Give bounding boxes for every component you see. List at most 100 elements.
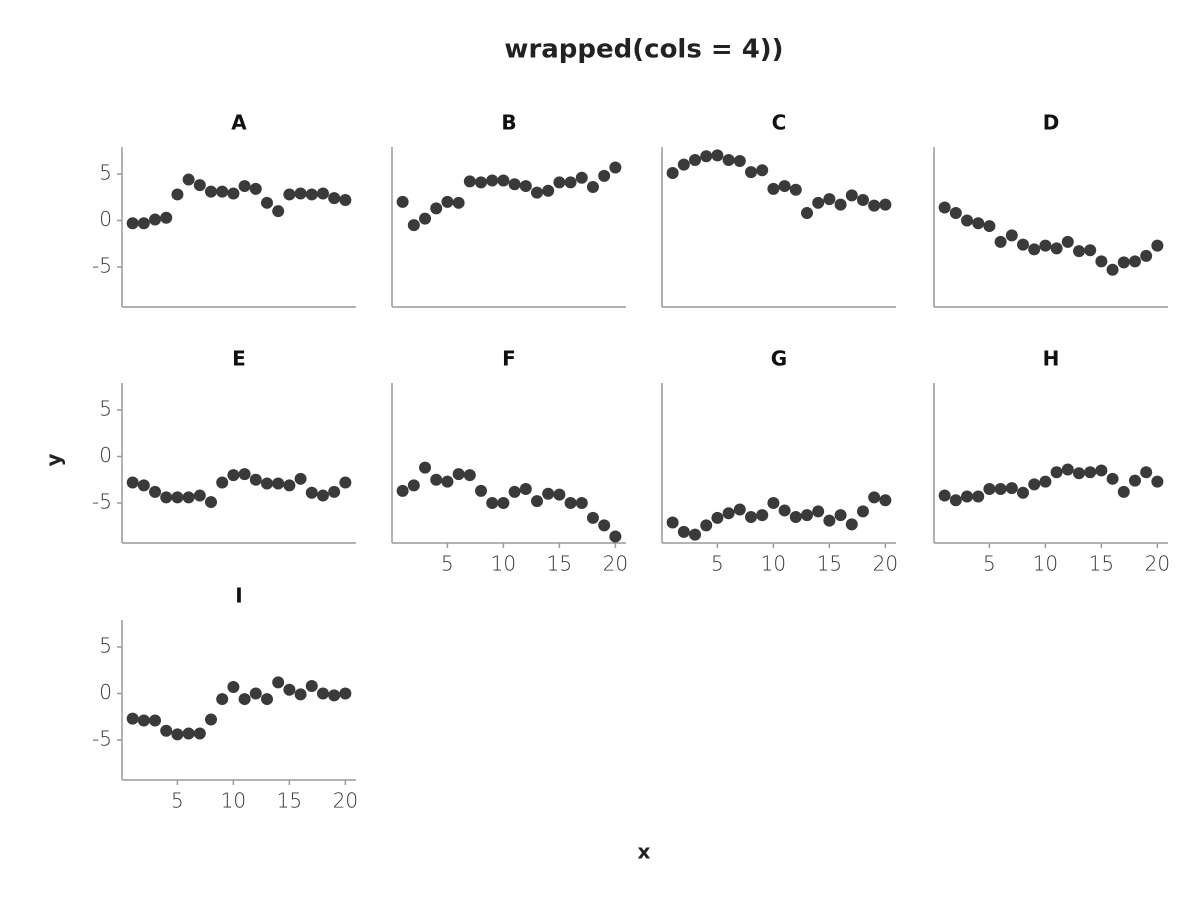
point — [1072, 467, 1085, 480]
x-tick-label: 20 — [1145, 552, 1170, 576]
point — [339, 194, 352, 207]
point — [1095, 255, 1108, 268]
point — [1140, 466, 1153, 479]
point — [305, 486, 318, 499]
point — [486, 174, 499, 187]
point — [542, 487, 555, 500]
x-tick-label: 15 — [1089, 552, 1114, 576]
panel-title: D — [1043, 111, 1060, 135]
point — [733, 503, 746, 516]
point — [1061, 235, 1074, 248]
point — [227, 469, 240, 482]
point — [1151, 475, 1164, 488]
point — [238, 693, 251, 706]
point — [778, 180, 791, 193]
x-tick-label: 5 — [171, 789, 184, 813]
point — [789, 183, 802, 196]
point — [260, 196, 273, 209]
panel-title: G — [771, 347, 787, 371]
x-tick-label: 5 — [711, 552, 724, 576]
point — [182, 727, 195, 740]
point — [260, 477, 273, 490]
point — [700, 519, 713, 532]
point — [575, 497, 588, 509]
point — [677, 525, 690, 538]
x-tick-label: 20 — [873, 552, 898, 576]
point — [149, 485, 162, 498]
point — [238, 468, 251, 481]
point — [938, 489, 951, 502]
point — [767, 497, 780, 509]
point — [598, 519, 611, 532]
point — [283, 188, 296, 201]
x-tick-label: 15 — [817, 552, 842, 576]
point — [756, 509, 769, 522]
y-tick-label: 0 — [99, 680, 112, 704]
y-tick-label: 5 — [99, 633, 112, 657]
point — [530, 495, 543, 508]
point — [983, 483, 996, 496]
point — [677, 158, 690, 171]
point — [182, 173, 195, 186]
point — [1028, 243, 1041, 256]
point — [227, 187, 240, 200]
point — [160, 491, 173, 504]
point — [249, 687, 262, 700]
point — [519, 483, 532, 496]
point — [586, 511, 599, 524]
point — [845, 518, 858, 531]
point — [856, 505, 869, 518]
point — [126, 712, 139, 725]
point — [441, 195, 454, 208]
point — [407, 219, 420, 232]
point — [171, 491, 184, 504]
y-tick-label: 0 — [99, 443, 112, 467]
point — [553, 176, 566, 189]
point — [756, 164, 769, 177]
point — [316, 187, 329, 200]
point — [216, 476, 229, 489]
x-tick-label: 5 — [983, 552, 996, 576]
point — [1028, 478, 1041, 491]
y-tick-label: -5 — [92, 254, 112, 278]
chart-title: wrapped(cols = 4)) — [504, 35, 783, 65]
point — [834, 509, 847, 522]
point — [1151, 239, 1164, 252]
point — [879, 198, 892, 211]
point — [216, 693, 229, 706]
point — [1039, 239, 1052, 252]
point — [171, 188, 184, 201]
point — [316, 489, 329, 502]
point — [689, 154, 702, 167]
point — [972, 217, 985, 230]
point — [1117, 256, 1130, 269]
point — [845, 189, 858, 202]
point — [800, 509, 813, 522]
point — [800, 207, 813, 220]
point — [249, 182, 262, 195]
point — [823, 514, 836, 527]
x-tick-label: 10 — [221, 789, 246, 813]
point — [441, 475, 454, 488]
point — [497, 497, 510, 509]
y-tick-label: -5 — [92, 490, 112, 514]
point — [856, 194, 869, 207]
point — [328, 689, 341, 702]
point — [994, 483, 1007, 496]
point — [205, 713, 218, 726]
y-axis-label: y — [42, 453, 66, 466]
point — [745, 166, 758, 179]
point — [396, 195, 409, 208]
point — [1061, 463, 1074, 476]
point — [272, 205, 285, 218]
point — [1140, 249, 1153, 262]
point — [666, 167, 679, 180]
point — [542, 184, 555, 197]
point — [508, 485, 521, 498]
point — [316, 687, 329, 700]
point — [475, 176, 488, 189]
point — [238, 180, 251, 193]
x-tick-label: 15 — [547, 552, 572, 576]
x-tick-label: 20 — [603, 552, 628, 576]
point — [1117, 485, 1130, 498]
